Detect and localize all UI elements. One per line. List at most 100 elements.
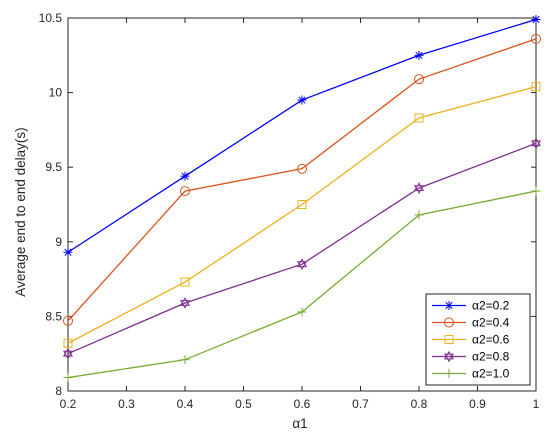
data-point — [297, 163, 307, 174]
plus-marker — [297, 307, 307, 317]
data-point — [63, 315, 73, 326]
legend-item: α2=1.0 — [432, 367, 510, 381]
series-2 — [63, 33, 541, 326]
plus-marker — [531, 186, 541, 196]
legend-item: α2=0.4 — [432, 316, 510, 330]
series-1 — [63, 14, 541, 257]
plus-marker — [63, 373, 73, 383]
marker-triangle — [296, 258, 308, 268]
hexagram-marker — [296, 258, 308, 270]
legend-item: α2=0.2 — [432, 299, 510, 313]
circle-marker — [414, 74, 424, 85]
data-point — [180, 277, 190, 287]
data-point — [414, 50, 424, 60]
marker-stroke — [415, 51, 423, 59]
data-point — [530, 137, 542, 150]
hexagram-marker — [62, 347, 74, 360]
data-point — [180, 355, 190, 365]
data-point — [63, 373, 73, 383]
hexagram-marker — [179, 297, 191, 309]
x-axis-label: α1 — [292, 416, 307, 431]
data-point — [179, 297, 191, 309]
circle-marker — [297, 163, 307, 174]
square-marker — [531, 82, 541, 92]
square-marker — [63, 338, 73, 348]
x-tick-label: 1 — [533, 397, 540, 411]
hexagram-marker — [443, 350, 455, 363]
x-tick-label: 0.4 — [177, 397, 194, 411]
series-3 — [63, 82, 541, 348]
x-tick-label: 0.7 — [352, 397, 369, 411]
asterisk-marker — [297, 95, 307, 105]
data-point — [180, 186, 190, 197]
square-marker — [444, 335, 454, 344]
x-tick-label: 0.6 — [294, 397, 311, 411]
data-point — [414, 210, 424, 220]
y-axis-label: Average end to end delay(s) — [13, 127, 28, 296]
marker-triangle — [62, 350, 74, 360]
square-marker — [414, 113, 424, 123]
data-point — [180, 171, 190, 181]
series-line — [67, 38, 537, 322]
data-point — [531, 82, 541, 92]
x-tick-label: 0.2 — [60, 397, 77, 411]
x-tick-label: 0.5 — [235, 397, 252, 411]
legend-item: α2=0.6 — [432, 333, 510, 347]
legend-label: α2=1.0 — [472, 367, 510, 381]
x-tick-label: 0.9 — [469, 397, 486, 411]
y-tick-label: 9 — [55, 235, 62, 249]
circle-marker — [63, 315, 73, 326]
data-point — [413, 182, 425, 194]
data-point — [531, 33, 541, 44]
series-4 — [62, 137, 542, 360]
y-tick-label: 10 — [49, 86, 63, 100]
y-tick-label: 8.5 — [45, 309, 62, 323]
hexagram-marker — [530, 137, 542, 150]
legend-label: α2=0.2 — [472, 299, 510, 313]
plot-area: 0.2 0.3 0.4 0.5 0.6 0.7 0.8 0.9 1 8 8.5 9 9.5 10 10.5 α… — [39, 11, 542, 411]
marker-triangle — [530, 137, 542, 147]
asterisk-marker — [444, 301, 454, 310]
legend-label: α2=0.6 — [472, 333, 510, 347]
circle-marker — [531, 33, 541, 44]
marker-stroke — [181, 172, 189, 180]
square-marker — [297, 200, 307, 209]
data-point — [297, 307, 307, 317]
data-point — [63, 247, 73, 257]
marker-stroke — [64, 248, 72, 256]
plus-marker — [180, 355, 190, 365]
data-point — [531, 14, 541, 24]
legend-label: α2=0.4 — [472, 316, 510, 330]
marker-triangle — [443, 353, 455, 363]
marker-stroke — [298, 96, 306, 104]
data-point — [63, 338, 73, 348]
marker-triangle — [179, 300, 191, 309]
data-point — [297, 200, 307, 209]
square-marker — [180, 277, 190, 287]
asterisk-marker — [531, 14, 541, 24]
data-point — [414, 113, 424, 123]
plus-marker — [444, 369, 454, 378]
series-line — [67, 86, 537, 344]
series-line — [67, 142, 537, 355]
legend-item: α2=0.8 — [432, 350, 510, 364]
marker-stroke — [445, 301, 453, 310]
series-5 — [63, 186, 541, 383]
asterisk-marker — [63, 247, 73, 257]
marker-triangle — [296, 261, 308, 270]
x-tick-label: 0.8 — [411, 397, 428, 411]
circle-marker — [444, 317, 454, 328]
asterisk-marker — [180, 171, 190, 181]
marker-stroke — [532, 15, 540, 24]
data-point — [296, 258, 308, 270]
data-point — [297, 95, 307, 105]
hexagram-marker — [413, 182, 425, 194]
data-point — [62, 347, 74, 360]
data-point — [414, 74, 424, 85]
legend-label: α2=0.8 — [472, 350, 510, 364]
asterisk-marker — [414, 50, 424, 60]
data-point — [531, 186, 541, 196]
y-tick-label: 9.5 — [45, 160, 62, 174]
circle-marker — [180, 186, 190, 197]
